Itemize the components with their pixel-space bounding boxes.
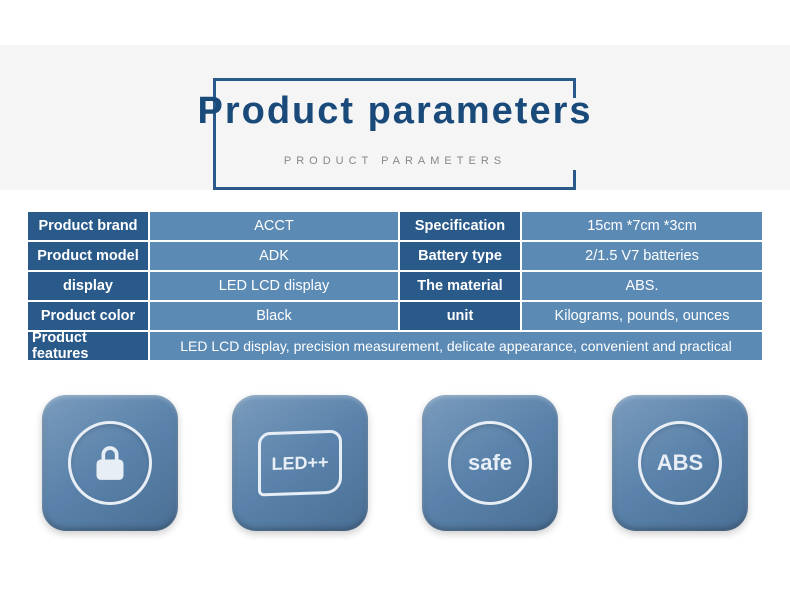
page-title: Product parameters [0,90,790,133]
spec-value: Kilograms, pounds, ounces [522,302,762,330]
spec-value: ADK [150,242,398,270]
page-subtitle: PRODUCT PARAMETERS [0,155,790,167]
led-label: LED++ [271,452,328,475]
spec-row: Product model ADK Battery type 2/1.5 V7 … [28,242,762,270]
spec-value: LED LCD display [150,272,398,300]
lock-icon [90,443,130,483]
abs-circle: ABS [638,421,722,505]
spec-row: Product color Black unit Kilograms, poun… [28,302,762,330]
feature-tile-abs: ABS [612,395,748,531]
spec-label: Product model [28,242,148,270]
spec-label: Specification [400,212,520,240]
spec-value: ACCT [150,212,398,240]
spec-label: Battery type [400,242,520,270]
safe-label: safe [468,450,512,476]
spec-table: Product brand ACCT Specification 15cm *7… [28,212,762,362]
feature-tile-led: LED++ [232,395,368,531]
led-box-icon: LED++ [258,430,342,497]
spec-label: Product color [28,302,148,330]
spec-row: display LED LCD display The material ABS… [28,272,762,300]
abs-label: ABS [657,450,703,476]
spec-value: 2/1.5 V7 batteries [522,242,762,270]
feature-tile-lock [42,395,178,531]
spec-label: Product brand [28,212,148,240]
safe-circle: safe [448,421,532,505]
spec-row: Product brand ACCT Specification 15cm *7… [28,212,762,240]
spec-row-features: Product features LED LCD display, precis… [28,332,762,360]
spec-label: The material [400,272,520,300]
lock-circle [68,421,152,505]
feature-tile-safe: safe [422,395,558,531]
spec-value: 15cm *7cm *3cm [522,212,762,240]
spec-value: Black [150,302,398,330]
feature-icons-row: LED++ safe ABS [42,395,748,531]
spec-value-features: LED LCD display, precision measurement, … [150,332,762,360]
spec-label-features: Product features [28,332,148,360]
spec-label: display [28,272,148,300]
spec-label: unit [400,302,520,330]
spec-value: ABS. [522,272,762,300]
